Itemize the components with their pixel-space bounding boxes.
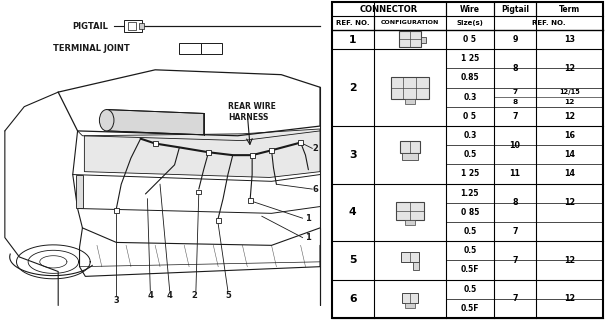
- Text: 7: 7: [512, 227, 518, 236]
- Bar: [152, 141, 157, 146]
- Text: 12: 12: [564, 256, 575, 265]
- Text: Term: Term: [559, 4, 580, 13]
- Bar: [405, 99, 415, 104]
- Bar: [250, 153, 255, 157]
- Text: 8: 8: [512, 99, 517, 105]
- Text: 7: 7: [512, 112, 518, 121]
- Text: 3: 3: [114, 296, 119, 305]
- Text: 0.5: 0.5: [463, 227, 477, 236]
- Text: 16: 16: [564, 131, 575, 140]
- Text: REF. NO.: REF. NO.: [532, 20, 565, 26]
- Bar: [76, 174, 83, 209]
- Bar: [413, 262, 419, 270]
- Text: 11: 11: [509, 170, 520, 179]
- Bar: [206, 150, 211, 155]
- Bar: [124, 20, 142, 32]
- Text: 12: 12: [564, 64, 575, 73]
- Bar: [114, 208, 119, 213]
- Text: 0 5: 0 5: [463, 35, 476, 44]
- Text: 0.85: 0.85: [460, 74, 479, 83]
- Text: 9: 9: [512, 35, 518, 44]
- Text: 1 25: 1 25: [461, 170, 479, 179]
- Polygon shape: [84, 129, 320, 178]
- Text: TERMINAL JOINT: TERMINAL JOINT: [53, 44, 130, 53]
- Text: Pigtail: Pigtail: [501, 4, 529, 13]
- Text: CONNECTOR: CONNECTOR: [359, 4, 418, 13]
- Text: 12: 12: [564, 112, 575, 121]
- Text: Wire: Wire: [460, 4, 480, 13]
- Bar: [400, 141, 420, 153]
- Bar: [402, 153, 418, 160]
- Text: REAR WIRE
HARNESS: REAR WIRE HARNESS: [228, 102, 276, 122]
- Bar: [216, 218, 221, 222]
- Text: 2: 2: [349, 83, 356, 92]
- Text: 5: 5: [349, 255, 356, 265]
- Text: 4: 4: [349, 207, 356, 217]
- Text: 7: 7: [512, 256, 518, 265]
- Text: 12: 12: [564, 198, 575, 207]
- Text: 6: 6: [349, 294, 356, 304]
- Text: REF. NO.: REF. NO.: [336, 20, 370, 26]
- Text: 13: 13: [564, 35, 575, 44]
- Text: 0.5: 0.5: [463, 246, 477, 255]
- Text: 12: 12: [564, 99, 575, 105]
- Text: 7: 7: [512, 294, 518, 303]
- Bar: [269, 148, 274, 153]
- Bar: [180, 43, 201, 54]
- Bar: [405, 220, 415, 225]
- Text: 0 5: 0 5: [463, 112, 476, 121]
- Bar: [396, 202, 424, 220]
- Text: 0.3: 0.3: [463, 131, 477, 140]
- Text: 4: 4: [148, 291, 153, 300]
- Bar: [421, 36, 426, 43]
- Text: 10: 10: [509, 141, 520, 150]
- Text: 0.5: 0.5: [463, 150, 477, 159]
- Text: 14: 14: [564, 170, 575, 179]
- Text: 1: 1: [306, 233, 312, 242]
- Text: 4: 4: [167, 291, 172, 300]
- Bar: [401, 252, 419, 262]
- Text: 7: 7: [512, 89, 517, 95]
- Bar: [405, 303, 415, 308]
- Polygon shape: [106, 109, 204, 135]
- Text: 12/15: 12/15: [559, 89, 580, 95]
- Text: 0.5: 0.5: [463, 285, 477, 294]
- Bar: [197, 189, 201, 195]
- Bar: [399, 31, 421, 47]
- Text: 6: 6: [312, 185, 318, 194]
- Text: 0.5F: 0.5F: [460, 266, 479, 275]
- Text: 1: 1: [306, 214, 312, 223]
- Text: 3: 3: [349, 150, 356, 160]
- Text: 14: 14: [564, 150, 575, 159]
- Text: 1: 1: [349, 35, 356, 44]
- Bar: [402, 293, 418, 303]
- Text: 0 85: 0 85: [460, 208, 479, 217]
- Text: 2: 2: [191, 291, 197, 300]
- Bar: [128, 22, 136, 30]
- Text: 1 25: 1 25: [461, 54, 479, 63]
- Bar: [298, 140, 303, 145]
- Bar: [391, 76, 429, 99]
- Ellipse shape: [99, 109, 114, 131]
- Bar: [139, 23, 143, 29]
- Text: CONFIGURATION: CONFIGURATION: [381, 20, 439, 26]
- Bar: [201, 43, 222, 54]
- Text: 8: 8: [512, 198, 518, 207]
- Text: 2: 2: [312, 144, 318, 153]
- Text: 0.5F: 0.5F: [460, 304, 479, 313]
- Text: Size(s): Size(s): [456, 20, 483, 26]
- Text: 5: 5: [225, 291, 231, 300]
- Text: PIGTAIL: PIGTAIL: [73, 22, 109, 31]
- Text: 1.25: 1.25: [460, 189, 479, 198]
- Text: 12: 12: [564, 294, 575, 303]
- Text: 0.3: 0.3: [463, 93, 477, 102]
- Bar: [248, 198, 253, 203]
- Text: 8: 8: [512, 64, 518, 73]
